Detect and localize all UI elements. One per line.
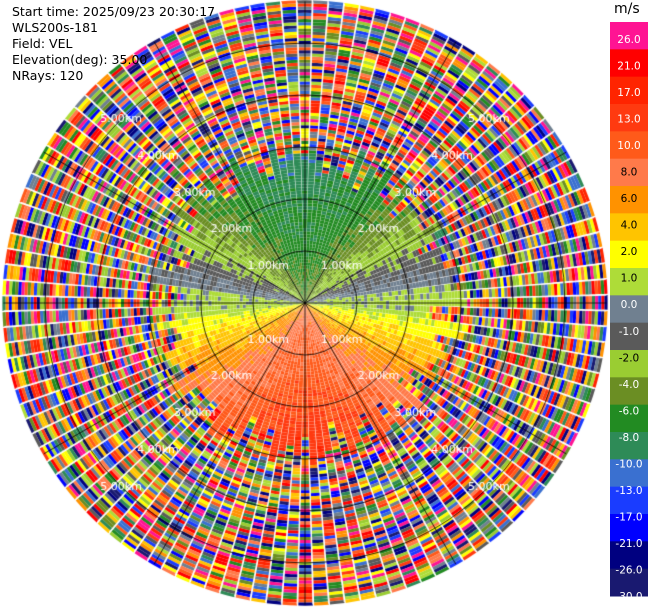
colorbar-swatch: [610, 76, 648, 105]
colorbar-swatch: [610, 186, 648, 214]
colorbar-swatch: [610, 104, 648, 132]
colorbar-tick-label: 0.0: [621, 299, 638, 311]
colorbar-tick-label: -21.0: [615, 538, 642, 550]
colorbar-swatch: [610, 131, 648, 160]
start-time-label: Start time: 2025/09/23 20:30:17: [12, 4, 216, 19]
colorbar-tick-label: -6.0: [619, 405, 640, 417]
colorbar-tick-label: -26.0: [615, 564, 642, 576]
colorbar-swatch: [610, 268, 648, 296]
colorbar-tick-label: 1.0: [621, 273, 638, 285]
colorbar-tick-label: 8.0: [621, 167, 638, 179]
colorbar-tick-label: -10.0: [615, 458, 642, 470]
colorbar-tick-label: -2.0: [619, 352, 640, 364]
colorbar-tick-label: 17.0: [617, 87, 640, 99]
colorbar-swatch: [610, 295, 648, 324]
colorbar-swatch: [610, 240, 648, 269]
colorbar-tick-label: 21.0: [617, 61, 640, 73]
colorbar-tick-label: -1.0: [619, 326, 640, 338]
nrays-label: NRays: 120: [12, 68, 84, 83]
colorbar-unit-label: m/s: [614, 1, 640, 17]
colorbar-tick-label: -17.0: [615, 511, 642, 523]
colorbar-swatch: [610, 514, 648, 542]
colorbar-tick-label: -30.0: [615, 591, 642, 603]
colorbar-swatch: [610, 322, 648, 351]
colorbar-tick-label: 13.0: [617, 114, 640, 126]
colorbar-swatch: [610, 213, 648, 242]
plot-info-block: Start time: 2025/09/23 20:30:17 WLS200s-…: [12, 4, 215, 84]
elevation-label: Elevation(deg): 35.00: [12, 52, 148, 67]
colorbar-tick-label: 6.0: [621, 193, 638, 205]
colorbar-swatch: [610, 568, 648, 597]
colorbar-swatch: [610, 486, 648, 515]
colorbar-tick-label: -13.0: [615, 485, 642, 497]
colorbar-swatch: [610, 432, 648, 460]
ppi-velocity-plot: [0, 0, 610, 610]
colorbar-tick-label: 2.0: [621, 246, 638, 258]
colorbar-tick-label: 26.0: [617, 34, 640, 46]
colorbar-swatch: [610, 541, 648, 570]
colorbar-swatch: [610, 459, 648, 488]
colorbar-tick-label: -4.0: [619, 379, 640, 391]
colorbar-swatch: [610, 158, 648, 187]
colorbar-swatch: [610, 377, 648, 406]
velocity-colorbar: 26.0 21.0 17.0 13.0 10.0 8.0 6.0 4.0 2.0 1.0 0.0 -1…: [610, 22, 648, 603]
colorbar-tick-label: -8.0: [619, 432, 640, 444]
site-label: WLS200s-181: [12, 20, 98, 35]
colorbar-tick-label: 10.0: [617, 140, 640, 152]
colorbar-swatch: [610, 350, 648, 378]
colorbar-swatch: [610, 22, 648, 50]
field-label: Field: VEL: [12, 36, 73, 51]
colorbar-swatch: [610, 404, 648, 433]
colorbar-tick-label: 4.0: [621, 220, 638, 232]
colorbar-swatch: [610, 49, 648, 78]
